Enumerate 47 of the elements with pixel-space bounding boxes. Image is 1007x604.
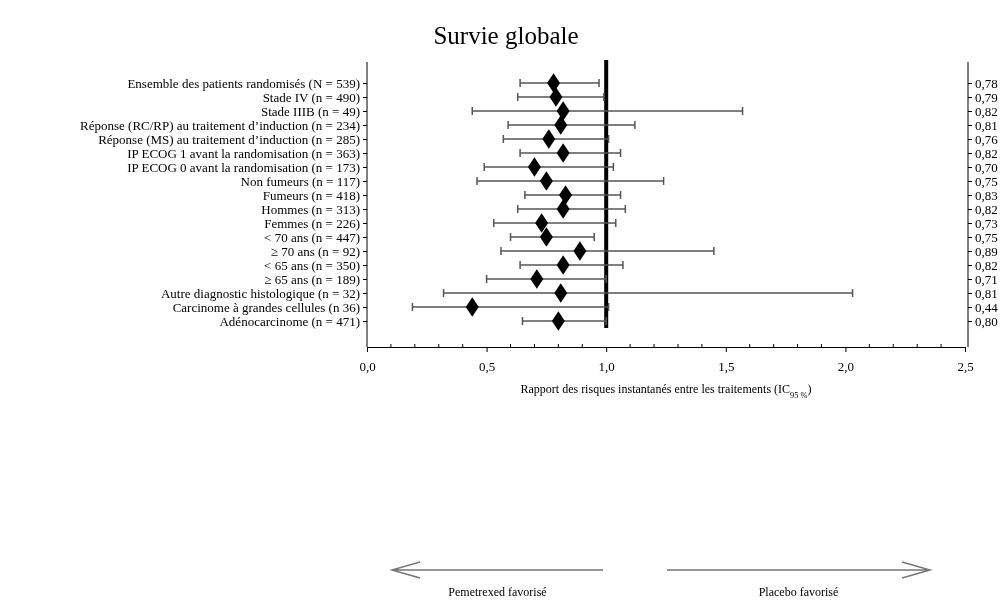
text: Placebo favorisé [758,585,839,599]
data-label: 0,70 [975,159,998,175]
point [542,129,556,149]
data-label: 0,78 [975,75,998,91]
data-label: 0,76 [975,131,999,147]
point [556,255,570,275]
x-tick-label: 1,0 [598,358,615,374]
data-label: 0,82 [975,145,998,161]
data-label: 0,75 [975,229,998,245]
point [465,297,479,317]
point [549,87,563,107]
point [559,185,573,205]
x-tick-label: 2,0 [837,358,855,374]
data-label: 0,82 [975,257,998,273]
point [539,227,553,247]
data-label: 0,71 [975,271,998,287]
point [551,311,565,331]
point [535,213,549,233]
x-tick-label: 1,5 [718,358,735,374]
data-label: 0,79 [975,89,998,105]
data-label: 0,75 [975,173,998,189]
point [554,115,568,135]
chart-title: Survie globale [433,22,579,49]
text: Pemetrexed favorisé [448,585,547,599]
point [554,283,568,303]
data-label: 0,81 [975,117,998,133]
data-label: 0,82 [975,201,998,217]
y-tick-label: Ensemble des patients randomisés (N = 539) [127,75,360,91]
point [556,101,570,121]
data-label: 0,89 [975,243,998,259]
x-tick-label: 2,5 [957,358,974,374]
data-label: 0,44 [975,299,999,315]
point [556,143,570,163]
x-tick-label: 0,0 [359,358,376,374]
point [547,73,561,93]
x-tick-label: 0,5 [478,358,496,374]
data-label: 0,73 [975,215,998,231]
data-label: 0,80 [975,313,998,329]
x-axis-title: Rapport des risques instantanés entre les traitements (IC$_{95 %}$) [520,382,812,400]
data-label: 0,82 [975,103,998,119]
point [556,199,570,219]
point [527,157,541,177]
data-label: 0,83 [975,187,998,203]
data-label: 0,81 [975,285,998,301]
point [530,269,544,289]
point [539,171,553,191]
point [573,241,587,261]
